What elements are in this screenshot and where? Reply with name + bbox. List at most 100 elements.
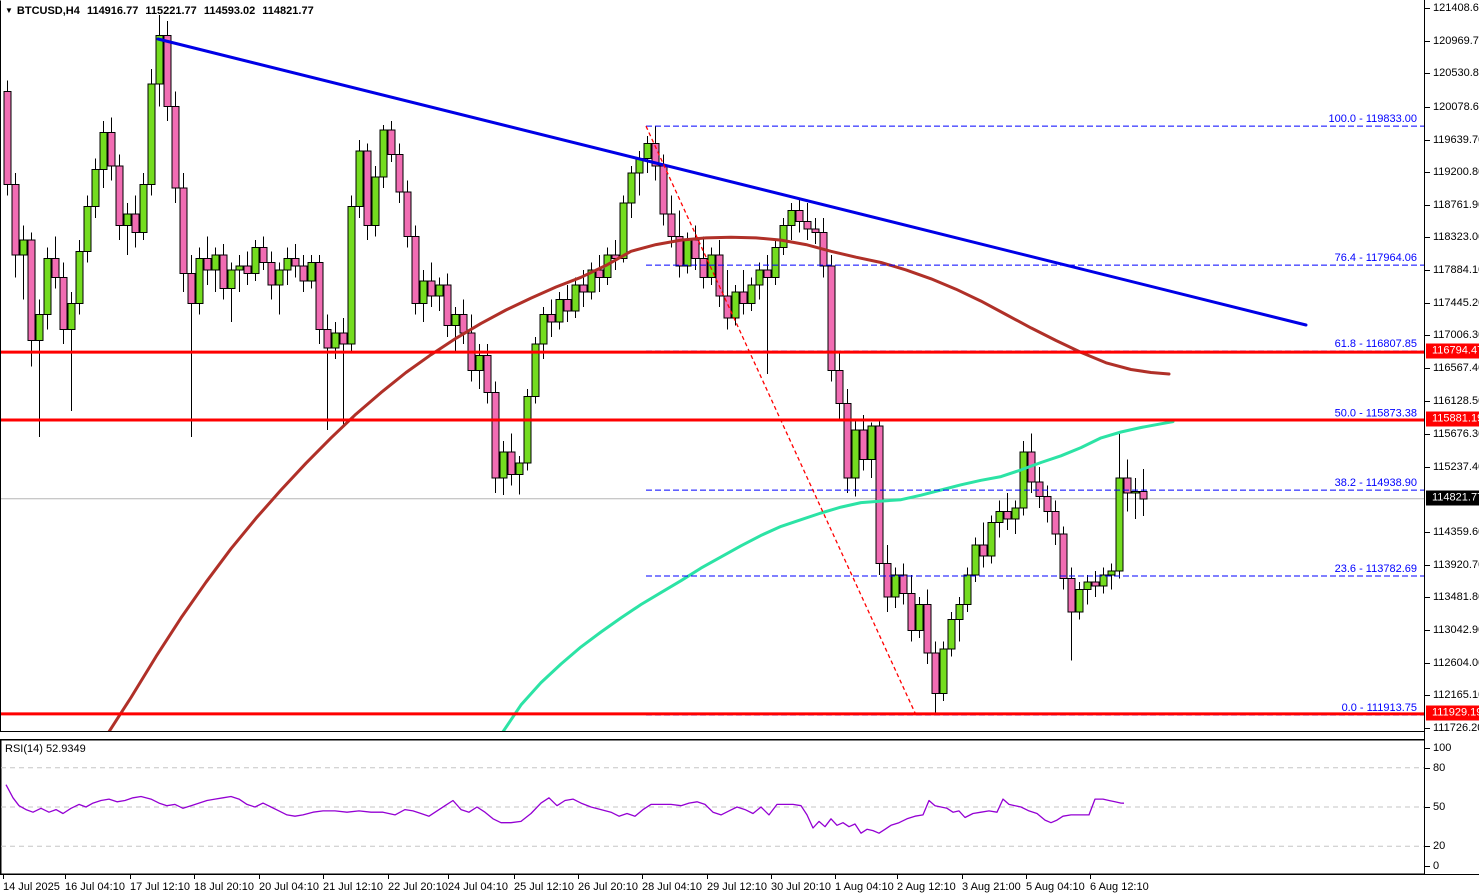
candle (723, 269, 732, 330)
candle (675, 210, 684, 278)
time-tick (130, 875, 131, 879)
candle (987, 515, 996, 564)
candle (355, 139, 364, 218)
rsi-name: RSI(14) (5, 743, 43, 755)
price-tick (1425, 73, 1430, 75)
candle (195, 247, 204, 315)
candle (1003, 492, 1012, 531)
fib-level-label: 23.6 - 113782.69 (1335, 563, 1417, 575)
time-tick-label: 2 Aug 12:10 (897, 881, 956, 893)
candle (1019, 440, 1028, 516)
price-tick (1425, 204, 1430, 206)
candle (307, 255, 316, 289)
candle (779, 217, 788, 256)
candle (363, 143, 372, 241)
candle (699, 236, 708, 289)
candle (155, 14, 164, 107)
candle (667, 195, 676, 248)
ohlc-low: 114593.02 (203, 5, 256, 17)
symbol-period-label: BTCUSD,H4 (16, 5, 80, 17)
candle (1115, 433, 1124, 579)
price-tick (1425, 532, 1430, 534)
time-tick-label: 22 Jul 20:10 (388, 881, 448, 893)
candle (539, 307, 548, 360)
rsi-canvas[interactable] (1, 740, 1425, 874)
symbol-dropdown-icon[interactable]: ▼ (5, 6, 13, 15)
time-tick (194, 875, 195, 879)
candle (795, 199, 804, 233)
candle (51, 236, 60, 289)
candle (35, 299, 44, 438)
fib-level-label: 61.8 - 116807.85 (1335, 338, 1417, 350)
candle (339, 318, 348, 427)
candle (1107, 563, 1116, 590)
candle (323, 314, 332, 430)
candle (963, 567, 972, 612)
ma-fast-line (501, 420, 1175, 732)
candle (3, 80, 12, 196)
candle (467, 314, 476, 382)
candle (867, 422, 876, 479)
candle (1123, 459, 1132, 512)
candle (91, 158, 100, 218)
price-tick-label: 118761.90 (1433, 198, 1479, 211)
price-tick-label: 116128.50 (1433, 394, 1479, 407)
rsi-axis-label: 0 (1433, 860, 1440, 872)
candle (251, 240, 260, 282)
candle (403, 180, 412, 248)
descending-trendline[interactable] (156, 37, 1308, 327)
time-tick-label: 18 Jul 20:10 (194, 881, 254, 893)
rsi-indicator-label: RSI(14) 52.9349 (5, 743, 86, 755)
candle (435, 277, 444, 311)
price-chart-canvas[interactable]: 100.0 - 119833.00 76.4 - 117964.06 61.8 - … (1, 1, 1425, 732)
price-badge: 111929.19 (1426, 705, 1479, 721)
price-tick (1425, 7, 1430, 9)
candle (491, 381, 500, 493)
candle (259, 236, 268, 270)
price-axis[interactable]: 121408.60 120969.70 120530.80 120078.60 1196… (1424, 0, 1479, 874)
candle (755, 262, 764, 300)
fib-level-label: 100.0 - 119833.00 (1329, 113, 1417, 125)
price-badge: 116794.47 (1426, 343, 1479, 359)
rsi-value: 52.9349 (45, 743, 86, 755)
candle (59, 262, 68, 345)
candle (203, 236, 212, 285)
time-tick-label: 29 Jul 12:10 (707, 881, 767, 893)
price-chart-panel[interactable]: 100.0 - 119833.00 76.4 - 117964.06 61.8 - … (0, 0, 1425, 732)
rsi-axis-label: 50 (1433, 801, 1446, 813)
candle (99, 121, 108, 189)
time-tick (1026, 875, 1027, 879)
rsi-indicator-panel[interactable]: RSI(14) 52.9349 (0, 740, 1425, 874)
candle (835, 351, 844, 419)
candle (875, 418, 884, 575)
candle (387, 121, 396, 163)
candle (907, 574, 916, 642)
rsi-line (5, 784, 1125, 834)
rsi-axis-tick (1425, 748, 1430, 749)
price-tick-label: 113920.70 (1433, 558, 1479, 571)
candle (1035, 466, 1044, 508)
candle (1083, 574, 1092, 605)
price-tick (1425, 597, 1430, 599)
candle (267, 251, 276, 300)
candle (587, 262, 596, 300)
candle (1011, 500, 1020, 534)
fib-level-label: 76.4 - 117964.06 (1335, 252, 1417, 264)
rsi-axis-tick (1425, 767, 1430, 769)
candle (1139, 469, 1148, 516)
price-tick (1425, 335, 1430, 337)
candle (931, 641, 940, 716)
candle (947, 611, 956, 657)
price-tick-label: 120078.60 (1433, 100, 1479, 113)
fib-level-label: 0.0 - 111913.75 (1342, 702, 1417, 714)
time-tick-label: 28 Jul 04:10 (642, 881, 702, 893)
price-tick (1425, 172, 1430, 174)
price-tick-label: 115237.40 (1433, 460, 1479, 473)
candle (547, 299, 556, 337)
price-tick-label: 112604.00 (1433, 656, 1479, 669)
candle (763, 255, 772, 374)
price-tick (1425, 630, 1430, 632)
price-tick (1425, 434, 1430, 436)
time-axis[interactable]: 14 Jul 2025 16 Jul 04:10 17 Jul 12:10 18 Ju… (0, 874, 1479, 896)
candle (83, 195, 92, 263)
